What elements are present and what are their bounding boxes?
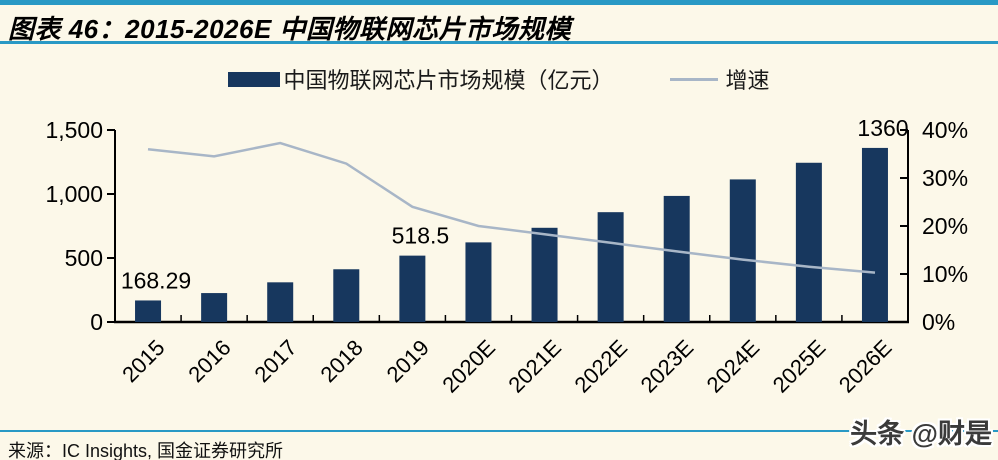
x-label-2018: 2018: [316, 335, 368, 387]
watermark: 头条 @财是: [850, 419, 992, 449]
x-label-2020E: 2020E: [437, 335, 500, 398]
legend-label-market-size: 中国物联网芯片市场规模（亿元）: [283, 68, 614, 93]
chart-legend: 中国物联网芯片市场规模（亿元） 增速: [0, 60, 998, 98]
x-label-2021E: 2021E: [503, 335, 566, 398]
bars-group: [135, 147, 888, 322]
legend-item-market-size: 中国物联网芯片市场规模（亿元）: [228, 63, 614, 95]
x-label-2015: 2015: [117, 335, 169, 387]
bar-2023E: [663, 195, 690, 322]
bar-2021E: [531, 227, 558, 322]
left-tick-label-2: 1,000: [45, 181, 103, 207]
bar-2016: [201, 293, 228, 322]
left-tick-label-3: 1,500: [45, 117, 103, 143]
bar-2025E: [795, 162, 822, 322]
right-tick-label-3: 30%: [922, 165, 968, 191]
bar-2022E: [597, 212, 624, 322]
left-axis: 0 500 1,000 1,500: [45, 117, 115, 335]
left-tick-label-0: 0: [90, 309, 103, 335]
line-series-swatch-icon: [669, 77, 718, 81]
x-label-2026E: 2026E: [834, 335, 897, 398]
bar-series-swatch-icon: [228, 71, 281, 87]
chart-canvas: 0 500 1,000 1,500 0% 10% 20% 30% 40% 2015 2016 2017…: [0, 105, 998, 410]
bar-2026E: [861, 147, 888, 322]
title-underline-rule: [0, 41, 998, 44]
chart-svg: 0 500 1,000 1,500 0% 10% 20% 30% 40% 2015 2016 2017…: [45, 115, 968, 398]
bar-2015: [135, 300, 162, 322]
source-note: 来源：IC Insights, 国金证券研究所: [8, 441, 284, 460]
x-label-2019: 2019: [382, 335, 434, 387]
x-label-2024E: 2024E: [702, 335, 765, 398]
footer-rule: [0, 430, 998, 432]
legend-item-growth-rate: 增速: [669, 63, 770, 95]
x-label-2017: 2017: [249, 335, 301, 387]
bar-2020E: [465, 242, 492, 322]
left-tick-label-1: 500: [65, 245, 103, 271]
right-tick-label-2: 20%: [922, 213, 968, 239]
value-label-2019: 518.5: [392, 223, 450, 249]
x-axis-ticks: [114, 315, 909, 322]
bar-2019: [399, 255, 426, 322]
x-label-2016: 2016: [183, 335, 235, 387]
x-label-2022E: 2022E: [569, 335, 632, 398]
right-tick-label-4: 40%: [922, 117, 968, 143]
right-axis: 0% 10% 20% 30% 40%: [900, 117, 968, 335]
axes: [114, 130, 909, 324]
value-label-2026E: 1360: [857, 115, 908, 141]
value-labels: 168.29 518.5 1360: [121, 115, 909, 294]
x-label-2025E: 2025E: [768, 335, 831, 398]
bar-2017: [267, 282, 294, 322]
legend-label-growth-rate: 增速: [725, 68, 770, 93]
right-tick-label-1: 10%: [922, 261, 968, 287]
top-border-rule: [0, 0, 998, 5]
bar-2018: [333, 269, 360, 322]
bar-2024E: [729, 179, 756, 322]
figure-title: 图表 46：2015-2026E 中国物联网芯片市场规模: [8, 14, 572, 44]
x-label-2023E: 2023E: [636, 335, 699, 398]
value-label-2015: 168.29: [121, 268, 191, 294]
x-labels: 2015 2016 2017 2018 2019 2020E 2021E 2022E 2023E…: [117, 335, 896, 398]
right-tick-label-0: 0%: [922, 309, 955, 335]
growth-line: [147, 141, 876, 274]
